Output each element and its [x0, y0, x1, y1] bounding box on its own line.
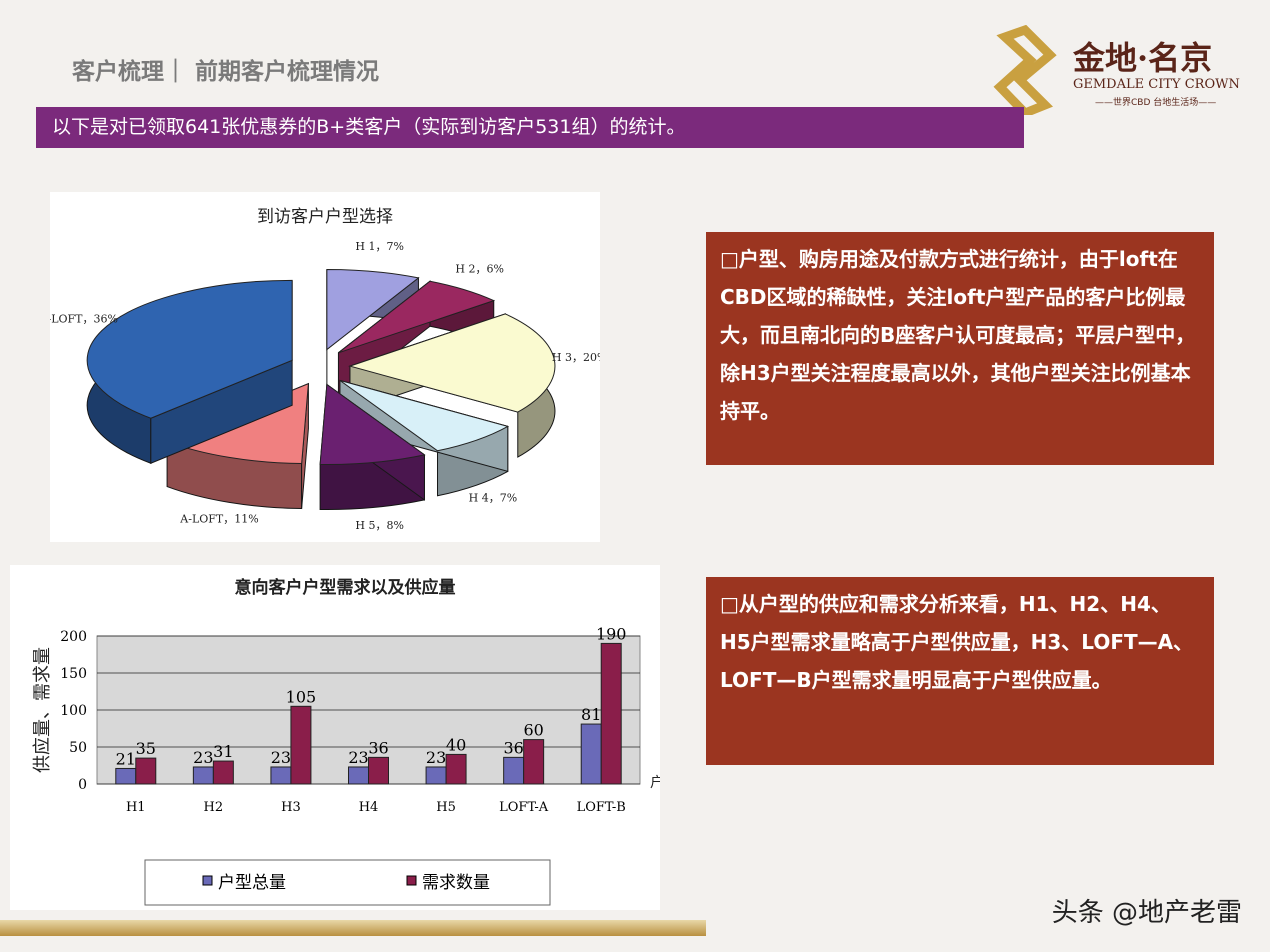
bar-demand — [523, 739, 545, 785]
bar-data-label: 23 — [271, 748, 291, 767]
legend-swatch-demand — [406, 875, 417, 886]
bar-demand — [135, 757, 157, 785]
pie-slice-H5 — [319, 383, 426, 511]
legend-label-demand: 需求数量 — [422, 873, 490, 893]
analysis-text-2: □从户型的供应和需求分析来看，H1、H2、H4、H5户型需求量略高于户型供应量，… — [706, 577, 1214, 765]
pie-label: B-LOFT，36% — [50, 312, 118, 325]
bar-demand — [212, 760, 234, 785]
x-tick-label: H4 — [359, 800, 379, 815]
bar-supply — [270, 766, 292, 785]
legend-swatch-supply — [202, 875, 213, 886]
legend-label-supply: 户型总量 — [218, 873, 286, 893]
bar-supply — [503, 756, 525, 785]
bar-data-label: 40 — [446, 735, 466, 754]
y-axis-label: 供应量、需求量 — [32, 647, 53, 773]
bar-demand — [600, 642, 622, 785]
bar-data-label: 35 — [136, 739, 156, 758]
pie-slice-H3 — [348, 313, 556, 458]
x-tick-label: H5 — [436, 800, 456, 815]
x-axis-label: 户型 — [650, 774, 660, 791]
x-tick-label: H2 — [204, 800, 224, 815]
pie-label: H 5，8% — [355, 519, 404, 532]
y-tick-label: 0 — [78, 777, 87, 793]
bar-title: 意向客户户型需求以及供应量 — [235, 577, 456, 598]
pie-label: H 1，7% — [355, 240, 404, 253]
logo-en: GEMDALE CITY CROWN — [1073, 77, 1240, 92]
bar-data-label: 36 — [503, 738, 523, 757]
logo-sub: ——世界CBD 台地生活场—— — [1095, 98, 1217, 108]
y-tick-label: 150 — [60, 666, 87, 682]
bar-chart: 意向客户户型需求以及供应量 供应量、需求量 户型 户型总量 需求数量 0 50 10… — [10, 565, 678, 910]
analysis-text-1: □户型、购房用途及付款方式进行统计，由于loft在CBD区域的稀缺性，关注lof… — [706, 232, 1214, 465]
x-tick-label: H3 — [281, 800, 301, 815]
pie-chart: 到访客户户型选择 H 1，7% H 2，6% H 3，20% H 4，7% H 5，8%… — [39, 192, 607, 542]
bar-supply — [580, 723, 602, 785]
pie-label: H 2，6% — [455, 262, 504, 275]
bar-data-label: 60 — [523, 721, 543, 740]
pie-title: 到访客户户型选择 — [257, 207, 393, 227]
bar-data-label: 23 — [348, 748, 368, 767]
pie-slice-H4 — [339, 379, 510, 497]
bar-supply — [348, 766, 369, 785]
bar-data-label: 36 — [368, 738, 388, 757]
y-tick-label: 100 — [60, 703, 87, 719]
bar-demand — [368, 756, 389, 785]
y-tick-label: 200 — [60, 629, 87, 645]
x-tick-label: LOFT-B — [577, 800, 626, 815]
page-title: 客户梳理｜ 前期客户梳理情况 — [72, 59, 380, 85]
gold-footer-bar — [0, 920, 706, 936]
pie-label: H 3，20% — [552, 351, 600, 364]
bar-data-label: 81 — [581, 705, 601, 724]
pie-slice-B-LOFT — [86, 279, 293, 465]
logo-mark-icon — [993, 24, 1057, 119]
bar-data-label: 23 — [193, 748, 213, 767]
bar-data-label: 105 — [286, 687, 317, 706]
logo-cn: 金地·名京 — [1073, 39, 1213, 77]
watermark: 头条 @地产老雷 — [1051, 898, 1242, 928]
pie-label: H 4，7% — [469, 492, 518, 505]
bar-demand — [290, 705, 312, 785]
bar-demand — [445, 753, 467, 785]
x-tick-label: LOFT-A — [499, 800, 549, 815]
bar-data-label: 21 — [116, 749, 136, 768]
y-tick-label: 50 — [69, 740, 87, 756]
logo: 金地·名京 GEMDALE CITY CROWN ——世界CBD 台地生活场—— — [985, 24, 1245, 119]
pie-label: A-LOFT，11% — [179, 513, 258, 526]
bar-data-label: 31 — [213, 742, 233, 761]
bar-supply — [192, 766, 214, 785]
banner: 以下是对已领取641张优惠券的B+类客户（实际到访客户531组）的统计。 — [36, 107, 1024, 148]
bar-supply — [115, 767, 137, 785]
bar-data-label: 190 — [596, 624, 627, 643]
x-tick-label: H1 — [126, 800, 146, 815]
bar-data-label: 23 — [426, 748, 446, 767]
bar-supply — [425, 766, 447, 785]
